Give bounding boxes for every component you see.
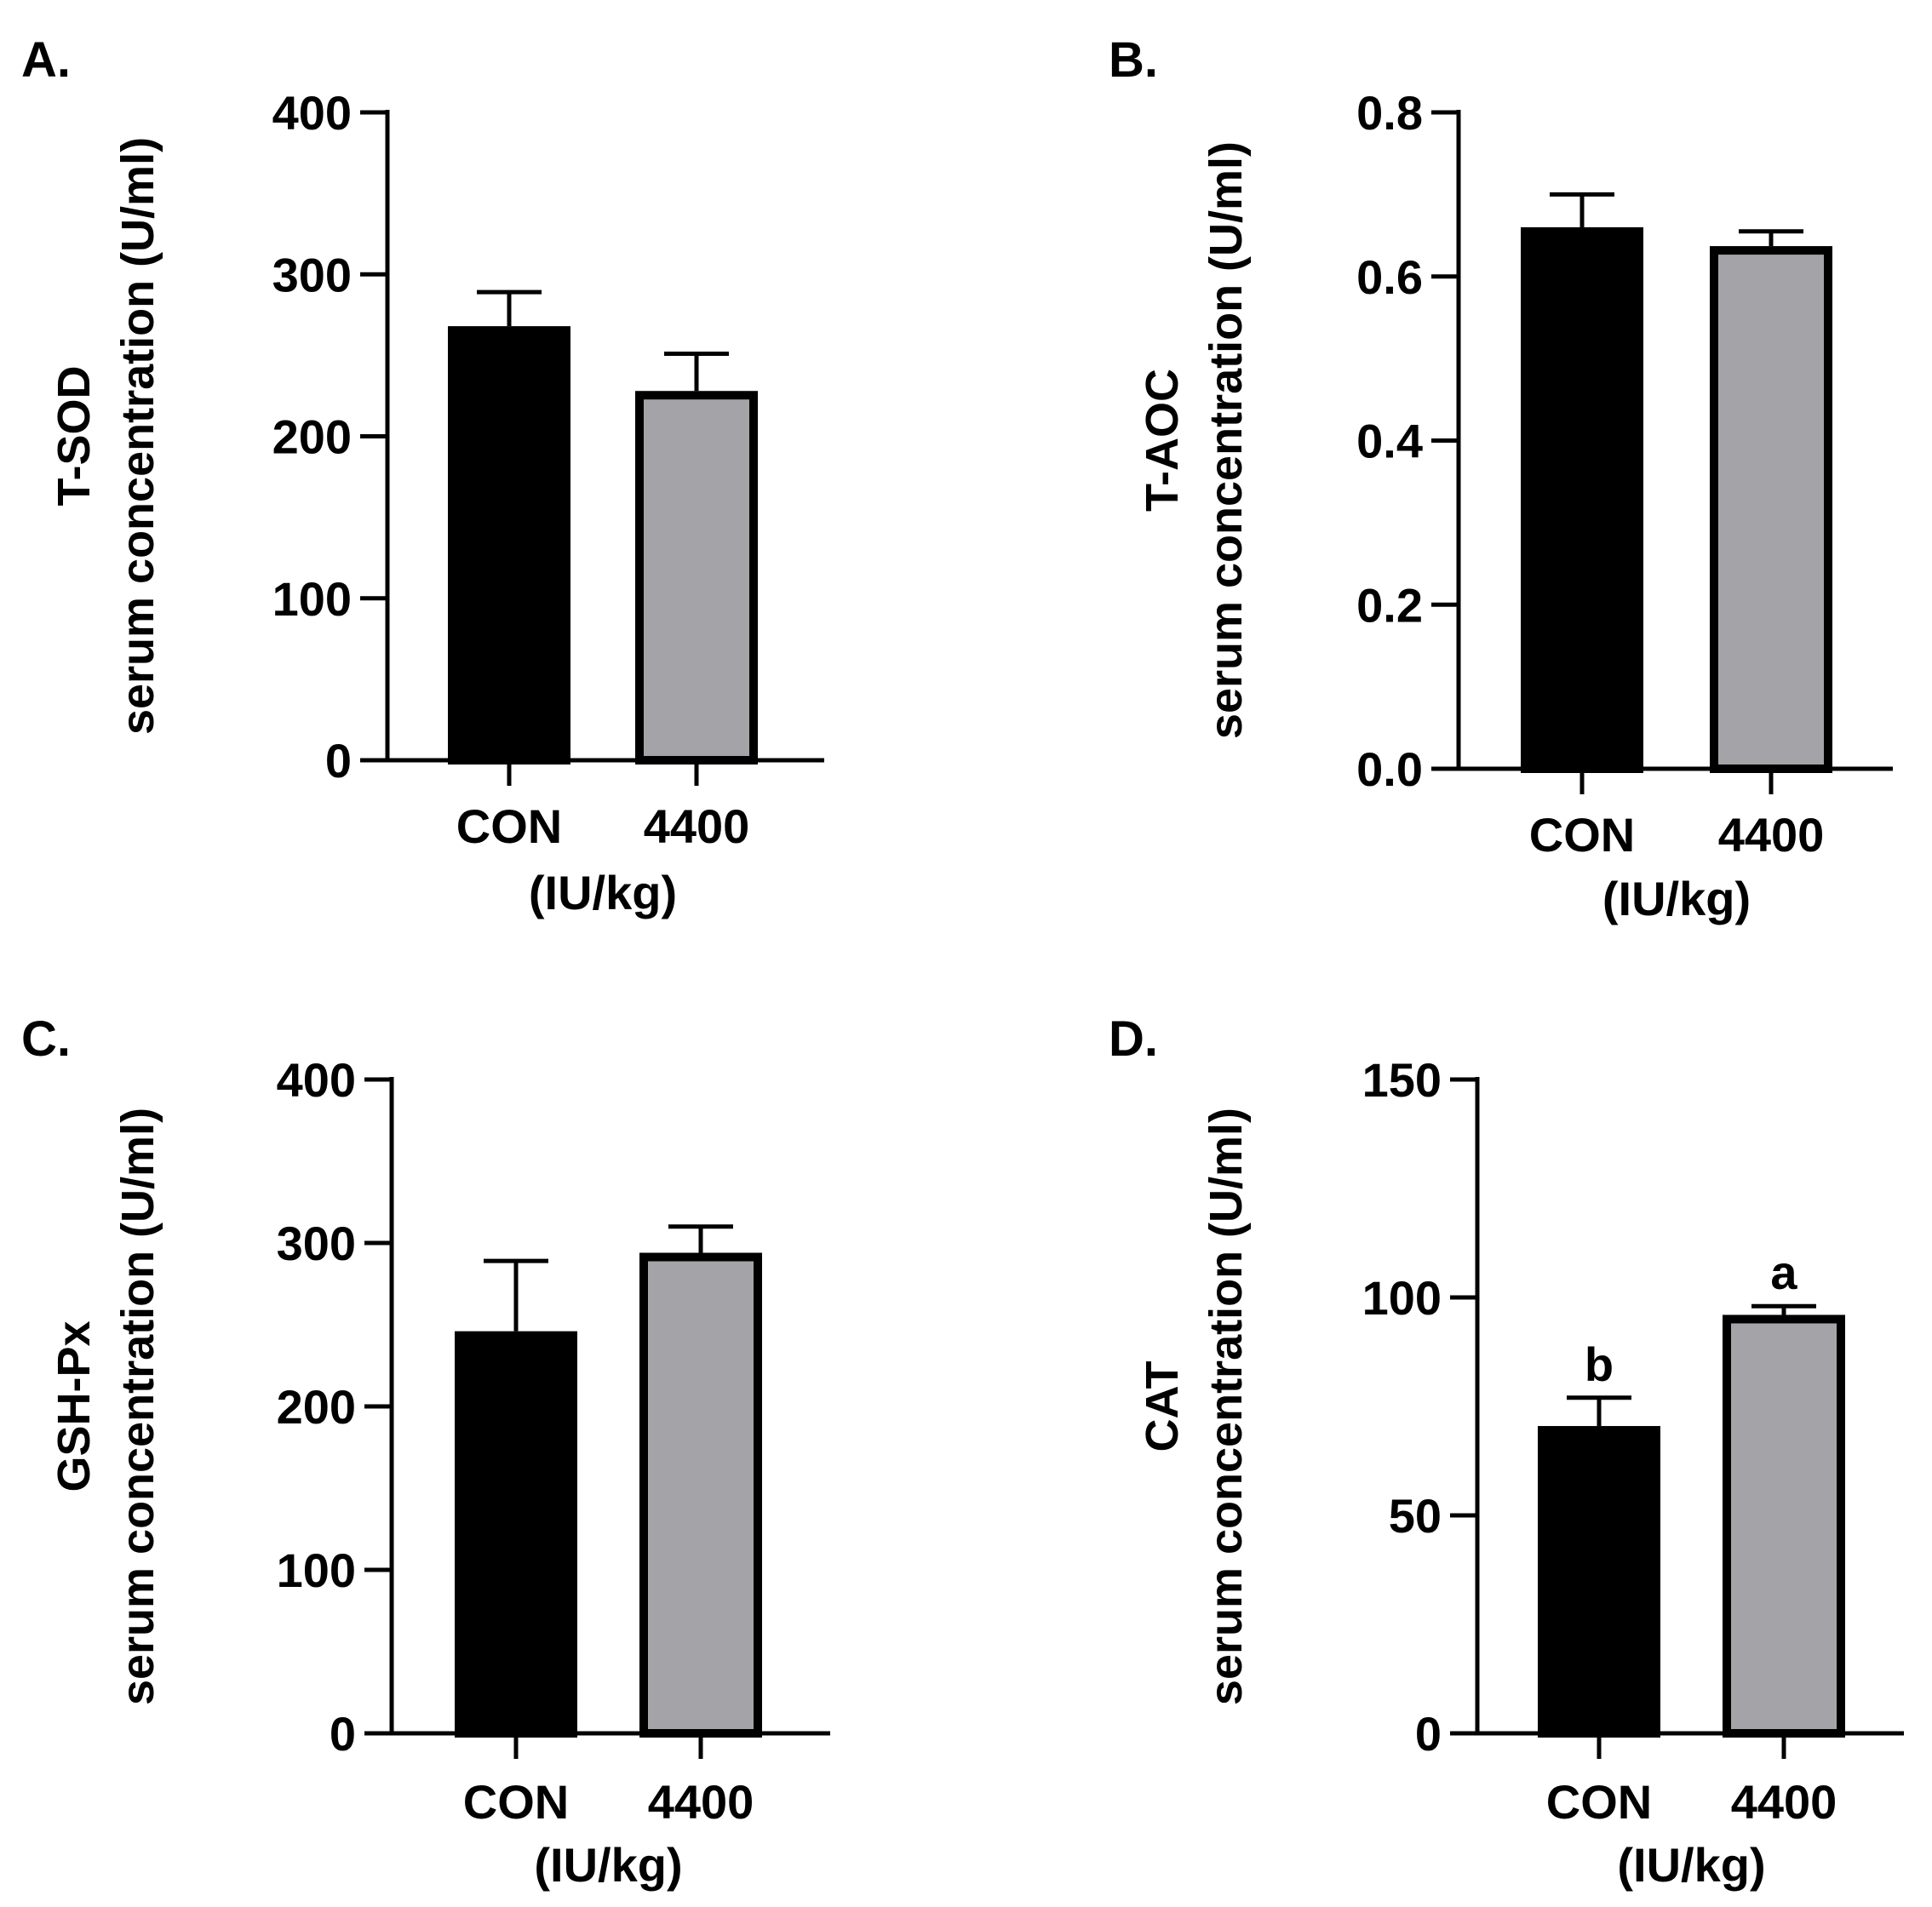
y-tick-label: 150 [1362,1053,1442,1107]
y-tick-label: 200 [277,1380,356,1434]
x-tick-label: 4400 [1731,1775,1837,1829]
y-tick-label: 100 [277,1543,356,1597]
x-axis-title: (IU/kg) [1617,1838,1765,1892]
x-tick-label: CON [1529,808,1635,862]
bar-4400 [1710,246,1832,773]
bar-con [1521,226,1643,773]
x-tick-label: CON [463,1775,569,1829]
y-tick-label: 0.6 [1356,250,1423,304]
y-tick-label: 0.2 [1356,578,1423,632]
y-tick-label: 0.0 [1356,742,1423,796]
panel-letter: A. [21,32,71,88]
bar-4400 [639,1252,762,1738]
x-axis-title: (IU/kg) [529,866,677,919]
y-axis-title-unit: serum concentration (U/ml) [112,137,163,735]
y-tick-label: 400 [272,86,352,140]
chart-panel-3: C. CON 4400 0 100 200 300 400 (IU/kg) GSH-Px serum… [21,1011,830,1892]
chart-panel-1: A. CON 4400 0 100 200 300 400 (IU/kg) T-SOD serum … [21,32,824,919]
bar-4400 [1723,1314,1845,1738]
panel-letter: C. [21,1011,71,1067]
x-tick-label: 4400 [644,799,750,853]
y-tick-label: 200 [272,410,352,464]
y-axis-title-unit: serum concentration (U/ml) [1201,1108,1252,1705]
y-axis-title-metric: T-SOD [49,365,100,506]
bar-con [448,326,570,765]
chart-panel-2: B. CON 4400 0.0 0.2 0.4 0.6 0.8 (IU/kg) T-AOC seru… [1109,32,1893,925]
y-tick-label: 300 [272,248,352,301]
panel-letter: B. [1109,32,1158,88]
y-tick-label: 300 [277,1217,356,1270]
y-tick-label: 100 [1362,1271,1442,1325]
chart-panel-4: D. b CON a 4400 0 50 100 150 (IU/kg) CAT serum conc… [1109,1011,1904,1892]
x-axis-title: (IU/kg) [534,1838,682,1892]
x-axis-title: (IU/kg) [1602,872,1751,925]
bar-con [455,1331,577,1738]
y-tick-label: 100 [272,572,352,626]
y-tick-label: 50 [1389,1489,1442,1543]
x-tick-label: CON [456,799,562,853]
x-tick-label: 4400 [1718,808,1825,862]
y-axis-title-unit: serum concentration (U/ml) [112,1108,163,1705]
y-axis-title-metric: GSH-Px [49,1320,100,1492]
bar-4400 [635,391,758,765]
y-tick-label: 0 [1415,1707,1442,1761]
bar-con [1538,1426,1660,1738]
y-tick-label: 0 [325,734,352,787]
significance-label: b [1585,1337,1614,1391]
x-tick-label: 4400 [648,1775,754,1829]
panel-letter: D. [1109,1011,1158,1067]
y-tick-label: 0.8 [1356,86,1423,140]
y-axis-title-metric: CAT [1137,1361,1188,1452]
y-tick-label: 400 [277,1053,356,1107]
x-tick-label: CON [1546,1775,1652,1829]
y-axis-title-metric: T-AOC [1137,369,1188,512]
y-axis-title-unit: serum concentration (U/ml) [1201,141,1252,739]
y-tick-label: 0.4 [1356,415,1423,468]
significance-label: a [1770,1246,1797,1299]
y-tick-label: 0 [330,1707,356,1761]
